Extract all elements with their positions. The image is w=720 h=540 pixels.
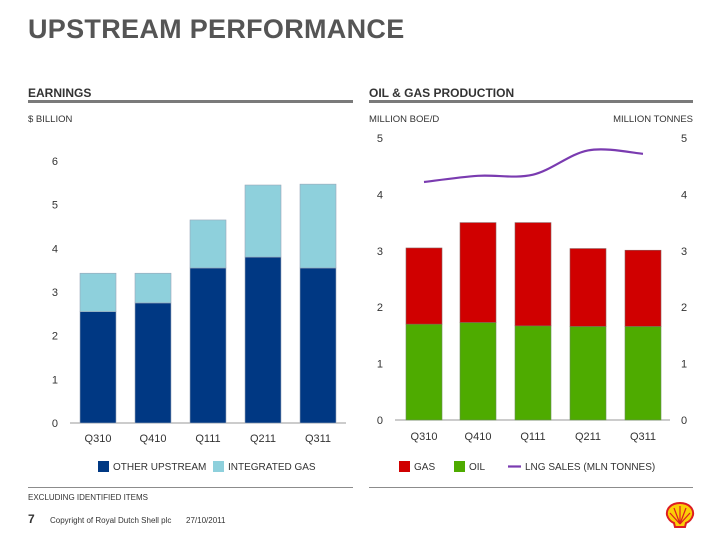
production-y2-tick-label: 2 [681,302,687,314]
legend-label-other-upstream: OTHER UPSTREAM [113,462,206,473]
production-y-tick-label: 2 [377,302,383,314]
legend-swatch-other-upstream [98,461,109,472]
production-bar-gas [459,222,497,323]
page-number: 7 [28,512,35,526]
earnings-y-tick-label: 3 [52,287,58,299]
shell-pecten-icon [665,502,695,528]
earnings-x-tick-label: Q310 [85,433,112,445]
production-bar-oil [569,326,607,421]
production-bar-oil [405,323,443,421]
production-bar-gas [405,247,443,325]
production-x-tick-label: Q410 [465,431,492,443]
footnote: EXCLUDING IDENTIFIED ITEMS [28,493,149,502]
earnings-bar-other-upstream [299,267,337,424]
earnings-bar-integrated-gas [189,219,227,269]
production-y-tick-label: 5 [377,133,383,145]
production-y-tick-label: 4 [377,189,383,201]
production-left-unit-label: MILLION BOE/D [369,114,440,125]
earnings-bar-other-upstream [189,267,227,424]
production-y-tick-label: 0 [377,415,383,427]
earnings-y-tick-label: 0 [52,418,58,430]
date-text: 27/10/2011 [186,516,226,525]
legend-label-lng-sales: LNG SALES (MLN TONNES) [525,462,655,473]
legend-swatch-integrated-gas [213,461,224,472]
production-x-tick-label: Q311 [630,431,656,443]
earnings-bar-other-upstream [79,311,117,424]
legend-label-gas: GAS [414,462,435,473]
earnings-x-tick-label: Q311 [305,433,331,445]
production-bar-oil [624,326,662,421]
production-x-tick-label: Q111 [520,431,545,443]
production-bar-oil [459,322,497,421]
production-y2-tick-label: 3 [681,246,687,258]
production-bottom-rule [369,487,693,488]
production-y2-tick-label: 4 [681,189,687,201]
production-y-tick-label: 3 [377,246,383,258]
earnings-bar-integrated-gas [244,184,282,258]
earnings-y-tick-label: 6 [52,156,58,168]
production-x-tick-label: Q310 [411,431,438,443]
earnings-unit-label: $ BILLION [28,114,73,125]
earnings-title: EARNINGS [28,86,92,100]
legend-label-oil: OIL [469,462,486,473]
earnings-bar-integrated-gas [134,272,172,304]
production-line-lng-sales [423,148,644,184]
production-title: OIL & GAS PRODUCTION [369,86,515,100]
earnings-bar-integrated-gas [79,272,117,312]
production-y2-tick-label: 1 [681,359,687,371]
page-title: UPSTREAM PERFORMANCE [28,14,405,44]
earnings-y-tick-label: 5 [52,200,58,212]
legend-swatch-gas [399,461,410,472]
legend-swatch-oil [454,461,465,472]
earnings-bottom-rule [28,487,353,488]
production-y-tick-label: 1 [377,359,383,371]
earnings-x-tick-label: Q410 [140,433,167,445]
production-y2-tick-label: 5 [681,133,687,145]
legend-label-integrated-gas: INTEGRATED GAS [228,462,316,473]
production-x-tick-label: Q211 [575,431,601,443]
copyright-text: Copyright of Royal Dutch Shell plc [50,516,172,525]
earnings-bar-other-upstream [244,256,282,424]
earnings-bar-other-upstream [134,302,172,424]
earnings-x-tick-label: Q111 [195,433,220,445]
production-bar-gas [624,249,662,327]
production-y2-tick-label: 0 [681,415,687,427]
production-right-unit-label: MILLION TONNES [613,114,693,125]
earnings-title-rule [28,100,353,103]
earnings-bar-integrated-gas [299,183,337,269]
earnings-x-tick-label: Q211 [250,433,276,445]
earnings-y-tick-label: 1 [52,374,58,386]
earnings-y-tick-label: 4 [52,243,58,255]
production-bar-oil [514,325,552,421]
production-bar-gas [514,222,552,327]
earnings-y-tick-label: 2 [52,331,58,343]
production-bar-gas [569,248,607,327]
production-title-rule [369,100,693,103]
